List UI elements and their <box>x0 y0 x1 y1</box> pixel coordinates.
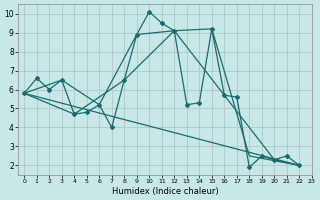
X-axis label: Humidex (Indice chaleur): Humidex (Indice chaleur) <box>112 187 218 196</box>
